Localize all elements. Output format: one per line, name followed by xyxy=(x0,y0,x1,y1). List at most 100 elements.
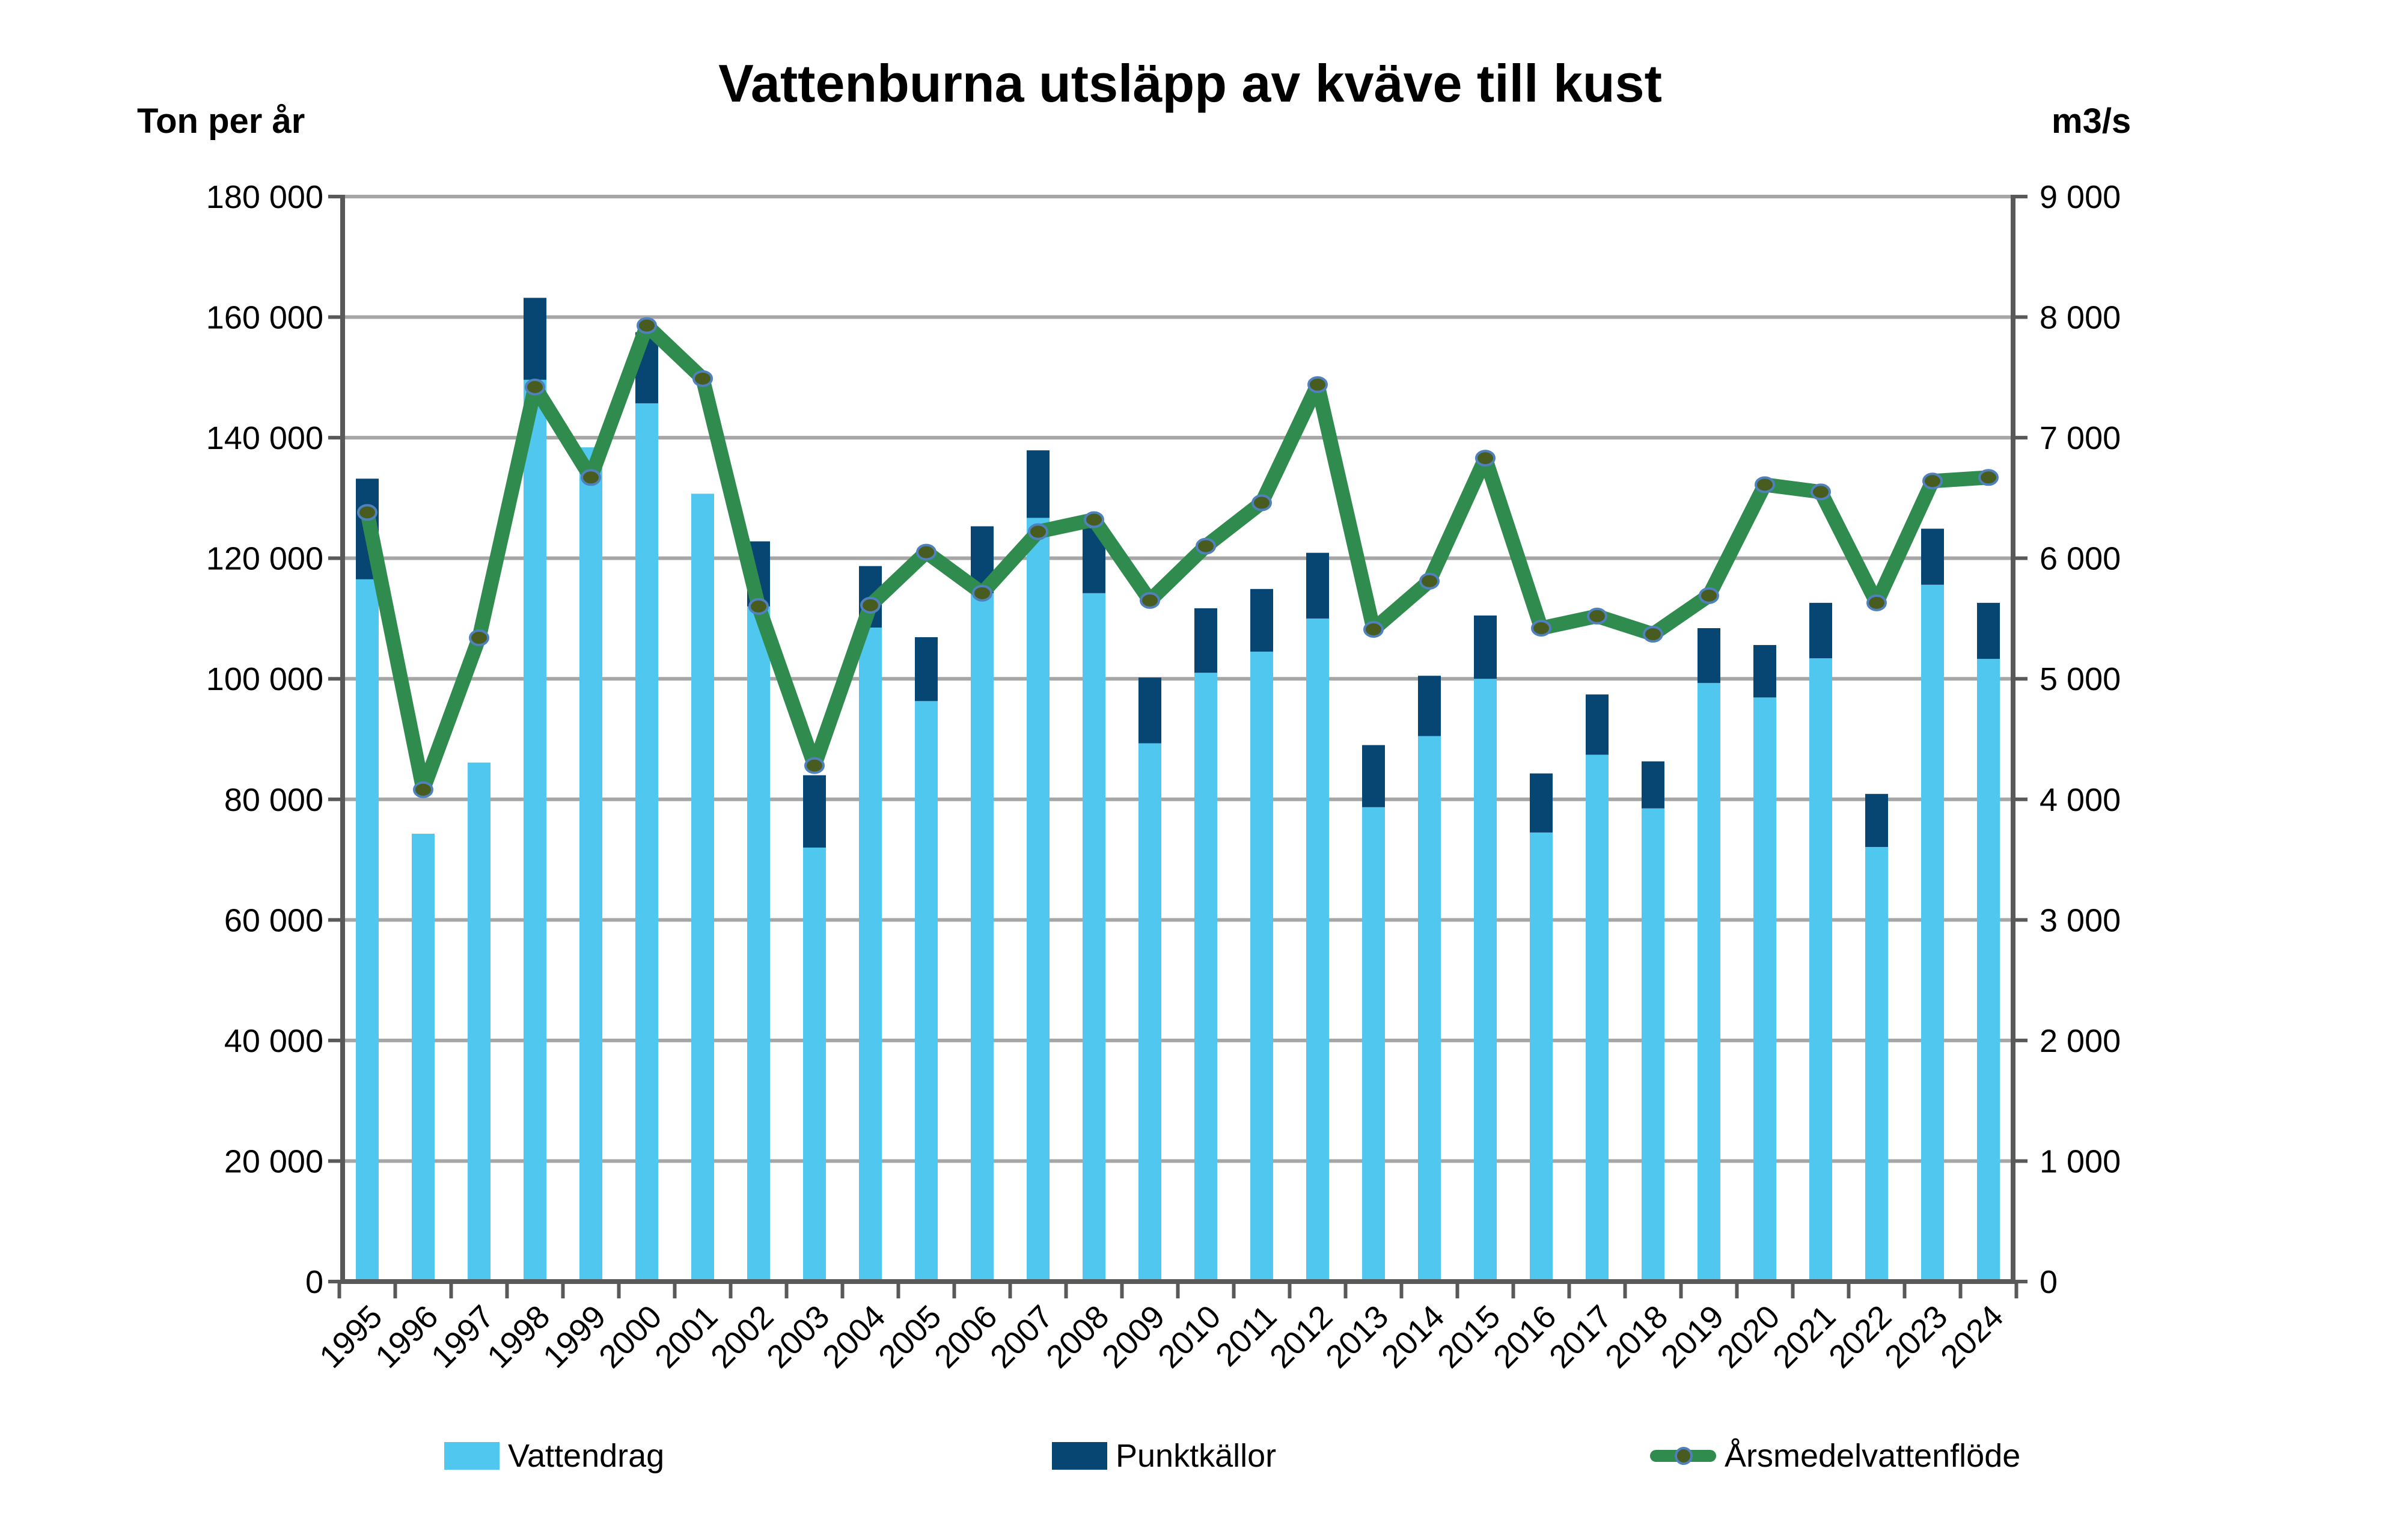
marker-2012 xyxy=(1307,376,1328,393)
left-tick-label: 60 000 xyxy=(224,902,323,938)
x-tick-label-1998: 1998 xyxy=(480,1298,557,1375)
x-tick-label-2023: 2023 xyxy=(1878,1298,1954,1375)
marker-2020 xyxy=(1755,476,1775,494)
marker-1999 xyxy=(581,469,601,486)
right-tick-label: 0 xyxy=(2040,1264,2058,1300)
bar-vattendrag-2017 xyxy=(1586,754,1609,1282)
x-tick-label-2012: 2012 xyxy=(1263,1298,1339,1375)
bar-punktkallor-2021 xyxy=(1809,602,1832,659)
marker-2021 xyxy=(1811,483,1831,501)
x-tick-label-2017: 2017 xyxy=(1542,1298,1619,1375)
bar-punktkallor-2007 xyxy=(1027,450,1050,518)
marker-2018 xyxy=(1643,626,1663,643)
legend-label-vattendrag: Vattendrag xyxy=(508,1438,665,1474)
marker-2014 xyxy=(1419,572,1440,590)
right-tick-label: 4 000 xyxy=(2040,782,2121,818)
marker-2015 xyxy=(1475,450,1496,467)
bar-vattendrag-2008 xyxy=(1083,593,1105,1282)
bar-vattendrag-2014 xyxy=(1418,736,1441,1282)
x-tick-label-2008: 2008 xyxy=(1039,1298,1116,1375)
marker-2008 xyxy=(1084,511,1104,528)
x-tick-label-2005: 2005 xyxy=(872,1298,948,1375)
bar-punktkallor-2016 xyxy=(1530,773,1553,833)
bar-punktkallor-2023 xyxy=(1921,528,1944,585)
marker-2000 xyxy=(637,317,657,334)
x-tick-label-1999: 1999 xyxy=(536,1298,613,1375)
x-tick-label-2003: 2003 xyxy=(760,1298,836,1375)
bar-vattendrag-2012 xyxy=(1306,618,1329,1282)
bar-punktkallor-2009 xyxy=(1138,677,1161,744)
marker-2023 xyxy=(1922,472,1943,490)
bar-vattendrag-2016 xyxy=(1530,832,1553,1282)
x-tick-label-1997: 1997 xyxy=(424,1298,501,1375)
marker-2007 xyxy=(1028,523,1048,540)
bar-vattendrag-2005 xyxy=(915,701,938,1282)
left-tick-label: 120 000 xyxy=(206,541,323,577)
left-tick-label: 40 000 xyxy=(224,1023,323,1059)
bar-vattendrag-2023 xyxy=(1921,584,1944,1282)
right-axis-unit: m3/s xyxy=(2052,102,2131,141)
marker-2010 xyxy=(1196,537,1216,555)
x-tick-label-1996: 1996 xyxy=(368,1298,445,1375)
left-axis-unit: Ton per år xyxy=(137,102,305,141)
bar-punktkallor-2015 xyxy=(1474,615,1497,679)
bar-punktkallor-2013 xyxy=(1362,745,1385,807)
left-tick-label: 20 000 xyxy=(224,1143,323,1179)
bar-vattendrag-2000 xyxy=(635,403,658,1282)
right-tick-label: 5 000 xyxy=(2040,661,2121,697)
legend-label-punktkallor: Punktkällor xyxy=(1116,1438,1277,1474)
x-tick-label-2000: 2000 xyxy=(592,1298,668,1375)
bar-vattendrag-2004 xyxy=(859,627,882,1282)
bar-punktkallor-2005 xyxy=(915,637,938,701)
marker-2001 xyxy=(692,370,713,387)
left-tick-label: 0 xyxy=(305,1264,323,1300)
marker-1998 xyxy=(525,378,545,396)
bar-punktkallor-2012 xyxy=(1306,552,1329,619)
bar-punktkallor-2011 xyxy=(1250,588,1273,652)
bar-vattendrag-1995 xyxy=(356,579,379,1282)
marker-2024 xyxy=(1978,469,1999,486)
vattendrag-swatch xyxy=(444,1442,500,1470)
bar-vattendrag-2011 xyxy=(1250,652,1273,1282)
bar-vattendrag-2024 xyxy=(1977,659,2000,1282)
bar-punktkallor-2003 xyxy=(803,775,826,848)
punktkallor-swatch xyxy=(1052,1442,1107,1470)
left-tick-label: 180 000 xyxy=(206,179,323,215)
marker-1995 xyxy=(357,504,377,521)
legend-item-punktkallor: Punktkällor xyxy=(1052,1438,1276,1474)
marker-2013 xyxy=(1363,620,1384,638)
x-tick-label-2020: 2020 xyxy=(1710,1298,1786,1375)
x-tick-label-2021: 2021 xyxy=(1766,1298,1842,1375)
bar-vattendrag-2007 xyxy=(1027,518,1050,1282)
bar-vattendrag-1996 xyxy=(412,833,435,1282)
marker-2006 xyxy=(972,584,992,602)
right-tick-label: 6 000 xyxy=(2040,541,2121,577)
bar-vattendrag-2009 xyxy=(1138,743,1161,1282)
bar-punktkallor-2022 xyxy=(1865,793,1888,847)
marker-1996 xyxy=(413,781,433,798)
x-tick-label-2013: 2013 xyxy=(1319,1298,1395,1375)
bar-vattendrag-2006 xyxy=(971,593,994,1282)
x-tick-label-2002: 2002 xyxy=(704,1298,780,1375)
x-tick-label-2001: 2001 xyxy=(648,1298,724,1375)
x-tick-label-2014: 2014 xyxy=(1375,1298,1451,1375)
right-tick-label: 7 000 xyxy=(2040,420,2121,456)
bar-vattendrag-2013 xyxy=(1362,807,1385,1282)
marker-2002 xyxy=(748,598,769,615)
bar-punktkallor-2017 xyxy=(1586,694,1609,755)
bar-vattendrag-2020 xyxy=(1753,697,1776,1282)
bar-vattendrag-2019 xyxy=(1698,683,1720,1282)
marker-2009 xyxy=(1140,591,1160,609)
bar-vattendrag-2022 xyxy=(1865,846,1888,1282)
arsmedelvattenflode-line-sample xyxy=(1650,1442,1716,1470)
bar-punktkallor-2024 xyxy=(1977,602,2000,659)
bar-vattendrag-2015 xyxy=(1474,679,1497,1282)
x-tick-label-2009: 2009 xyxy=(1095,1298,1172,1375)
marker-1997 xyxy=(469,629,489,647)
right-tick-label: 8 000 xyxy=(2040,300,2121,336)
line-sample-marker xyxy=(1675,1447,1693,1465)
left-tick-label: 80 000 xyxy=(224,782,323,818)
marker-2016 xyxy=(1531,619,1551,637)
right-tick-label: 9 000 xyxy=(2040,179,2121,215)
